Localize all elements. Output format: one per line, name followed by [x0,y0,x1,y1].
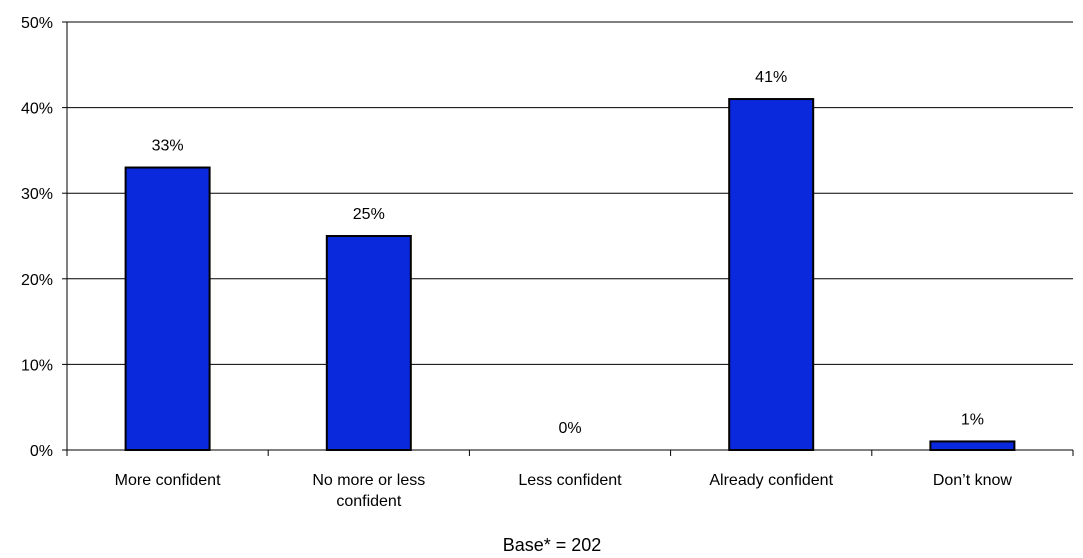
data-label: 25% [353,206,385,223]
y-tick-label: 30% [21,186,53,203]
gridlines [67,21,1073,451]
x-category-label: No more or less [312,472,425,489]
base-footnote: Base* = 202 [503,535,602,555]
bar [325,235,412,451]
x-category-label: confident [336,493,401,510]
x-category-label: Less confident [518,472,622,489]
data-label: 33% [152,138,184,155]
y-tick-label: 50% [21,15,53,32]
bar [929,440,1016,452]
y-tick-label: 20% [21,272,53,289]
x-category-label: More confident [115,472,221,489]
y-tick-label: 10% [21,357,53,374]
data-label: 41% [755,69,787,86]
x-category-label: Don’t know [933,472,1013,489]
bar [728,98,815,451]
data-label: 0% [558,420,581,437]
y-tick-label: 0% [30,443,53,460]
y-tick-label: 40% [21,101,53,118]
bars [124,98,1016,452]
data-label: 1% [961,411,984,428]
x-category-label: Already confident [709,472,833,489]
bar [124,166,211,452]
labels: 0% 10% 20% 30% 40% 50% 33% More confident 25% No … [21,15,1012,510]
axes [62,21,1074,456]
